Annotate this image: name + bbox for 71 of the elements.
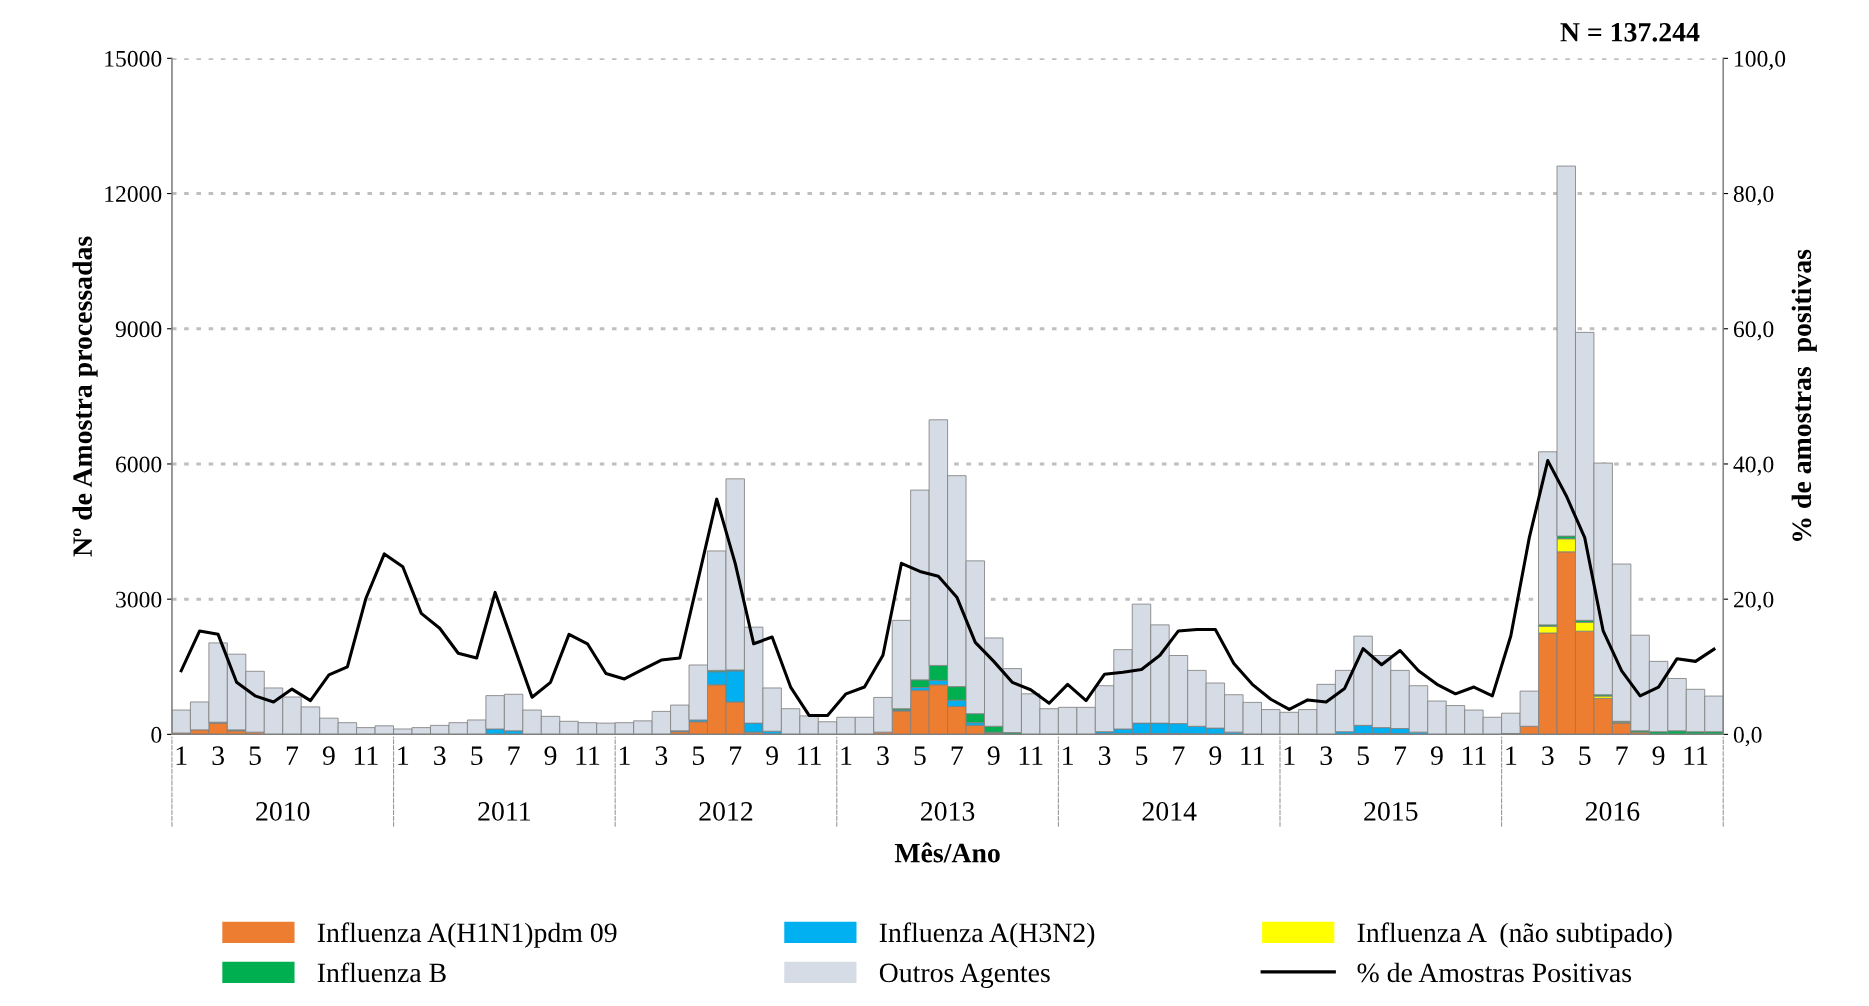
text: 2012 <box>699 802 753 821</box>
y-axis-title: Nº de Amostra processadas <box>72 236 98 557</box>
x-tick-label: 3 <box>434 746 446 766</box>
x-tick-label: 9 <box>322 746 335 766</box>
y-tick-label: 6000 <box>116 456 162 473</box>
x-tick-label: 7 <box>508 746 520 765</box>
legend-label: Outros Agentes <box>879 963 1050 988</box>
x-tick-label: 9 <box>987 746 1000 766</box>
x-tick-label: 9 <box>1209 746 1222 766</box>
text: 2010 <box>256 802 310 821</box>
x-tick-label: 3 <box>212 746 224 766</box>
x-tick-label: 7 <box>286 746 299 765</box>
x-tick-label: 1 <box>841 746 852 765</box>
x-tick-label: 11 <box>1462 746 1486 765</box>
y2-tick-label: 40,0 <box>1733 456 1774 476</box>
x-tick-label: 7 <box>951 746 963 765</box>
x-tick-label: 9 <box>544 746 557 766</box>
x-tick-label: 3 <box>877 746 889 766</box>
x-tick-label: 5 <box>249 746 261 766</box>
y2-tick-label: 80,0 <box>1733 186 1774 206</box>
x-tick-label: 11 <box>354 746 378 765</box>
x-tick-label: 7 <box>1173 746 1185 765</box>
y-tick-label: 12000 <box>105 186 162 202</box>
x-tick-label: 1 <box>1063 746 1073 765</box>
x-tick-label: 5 <box>692 746 705 766</box>
text: 2014 <box>1142 802 1197 821</box>
x-tick-label: 3 <box>1542 746 1554 766</box>
legend-label: Influenza A(H1N1)pdm 09 <box>317 922 617 948</box>
x-tick-label: 3 <box>1320 746 1333 766</box>
y-tick-label: 0 <box>151 726 162 743</box>
x-tick-label: 11 <box>798 746 821 765</box>
y-tick-label: 9000 <box>115 321 162 338</box>
y2-tick-label: 0,0 <box>1733 726 1762 747</box>
text: 2013 <box>921 802 975 821</box>
x-axis-title: Mês/Ano <box>894 842 1000 863</box>
x-tick-label: 11 <box>1684 746 1708 765</box>
x-tick-label: 1 <box>176 746 187 765</box>
y-tick-label: 3000 <box>116 591 162 608</box>
y2-tick-label: 100,0 <box>1735 50 1786 71</box>
x-tick-label: 1 <box>619 746 630 765</box>
y2-tick-label: 20,0 <box>1733 591 1774 611</box>
x-tick-label: 7 <box>1394 746 1407 765</box>
text: 2011 <box>478 802 530 821</box>
legend-label: % de Amostras Positivas <box>1357 962 1632 983</box>
text: 2015 <box>1364 802 1418 821</box>
x-tick-label: 9 <box>1652 746 1665 766</box>
x-tick-label: 7 <box>730 746 742 765</box>
legend-label: Influenza B <box>317 962 446 983</box>
y2-tick-label: 60,0 <box>1733 321 1774 341</box>
x-tick-label: 3 <box>655 746 668 766</box>
x-tick-label: 11 <box>576 746 600 765</box>
x-tick-label: 1 <box>1284 746 1295 765</box>
x-tick-label: 7 <box>1616 746 1628 765</box>
x-tick-label: 5 <box>914 746 926 766</box>
text: N = 137.244 <box>1560 22 1700 42</box>
x-tick-label: 11 <box>1241 746 1264 765</box>
x-tick-label: 5 <box>1579 746 1591 766</box>
y2-axis-title: % de amostras positivas <box>1791 249 1817 541</box>
x-tick-label: 1 <box>1506 746 1517 765</box>
x-tick-label: 5 <box>471 746 483 766</box>
legend-label: Influenza A(H3N2) <box>879 922 1095 948</box>
text: 2016 <box>1585 802 1640 821</box>
x-tick-label: 9 <box>766 746 778 766</box>
x-tick-label: 5 <box>1136 746 1148 766</box>
x-tick-label: 5 <box>1357 746 1369 766</box>
x-tick-label: 1 <box>398 746 409 765</box>
y-tick-label: 15000 <box>105 50 162 67</box>
x-tick-label: 9 <box>1430 746 1443 766</box>
legend-label: Influenza A (não subtipado) <box>1357 922 1672 948</box>
x-tick-label: 11 <box>1019 746 1043 765</box>
x-tick-label: 3 <box>1098 746 1111 766</box>
